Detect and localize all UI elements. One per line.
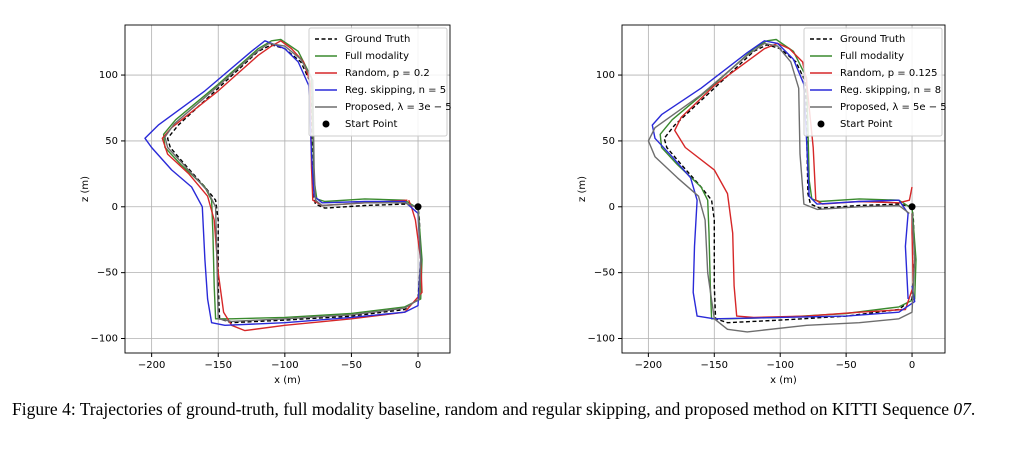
caption-end: . [970,399,976,419]
legend-label: Start Point [345,119,398,130]
legend-label: Proposed, λ = 3e − 5 [345,102,452,113]
start-point [414,203,422,211]
x-tick-label: −200 [635,360,662,371]
x-tick-label: −150 [701,360,728,371]
y-tick-label: 0 [112,202,118,213]
legend-label: Full modality [840,51,904,62]
legend-label: Random, p = 0.125 [840,68,937,79]
legend-label: Ground Truth [840,34,905,45]
plot-frame [621,24,946,354]
legend-label: Reg. skipping, n = 5 [345,85,446,96]
caption: Figure 4: Trajectories of ground-truth, … [12,398,1017,420]
y-tick-label: −100 [588,334,615,345]
y-tick-label: 100 [596,70,615,81]
start-point [908,203,916,211]
y-tick-label: 50 [602,136,615,147]
trajectory [651,40,916,320]
chart: −200 −150 −100 −50 0 −100 −50 0 50 100 x (m) z (m) G… [80,24,452,386]
legend-box [308,27,448,137]
y-tick-label: 100 [99,70,118,81]
trajectory [647,42,916,333]
legend-label: Random, p = 0.2 [345,68,430,79]
figure: −200 −150 −100 −50 0 −100 −50 0 50 100 x (m) z (m) G… [80,24,947,386]
legend-marker [322,120,330,128]
x-tick-label: −50 [341,360,362,371]
x-tick-label: −100 [766,360,793,371]
legend-label: Full modality [345,51,409,62]
legend-label: Start Point [840,119,893,130]
x-axis-label: x (m) [274,375,301,385]
legend-label: Reg. skipping, n = 8 [840,85,941,96]
y-axis-label: z (m) [577,176,588,202]
y-tick-label: 0 [609,202,615,213]
x-tick-label: −200 [138,360,165,371]
y-tick-label: −100 [91,334,118,345]
chart: −200 −150 −100 −50 0 −100 −50 0 50 100 x (m) z (m) G… [577,24,947,386]
y-tick-label: 50 [105,136,118,147]
plot-frame [124,24,451,354]
trajectory [663,44,916,324]
y-tick-label: −50 [594,268,615,279]
trajectory [144,40,422,326]
x-tick-label: −100 [271,360,298,371]
x-tick-label: −150 [205,360,232,371]
legend-label: Proposed, λ = 5e − 5 [840,102,947,113]
trajectory [164,42,422,323]
x-axis-label: x (m) [770,375,797,385]
trajectory [674,42,915,319]
x-tick-label: 0 [909,360,915,371]
legend-marker [817,120,825,128]
x-tick-label: −50 [836,360,857,371]
caption-text: Figure 4: Trajectories of ground-truth, … [12,399,954,419]
y-tick-label: −50 [97,268,118,279]
legend-box [803,27,943,137]
y-axis-label: z (m) [80,176,91,202]
caption-sequence: 07 [953,399,971,419]
x-tick-label: 0 [415,360,421,371]
legend-label: Ground Truth [345,34,410,45]
